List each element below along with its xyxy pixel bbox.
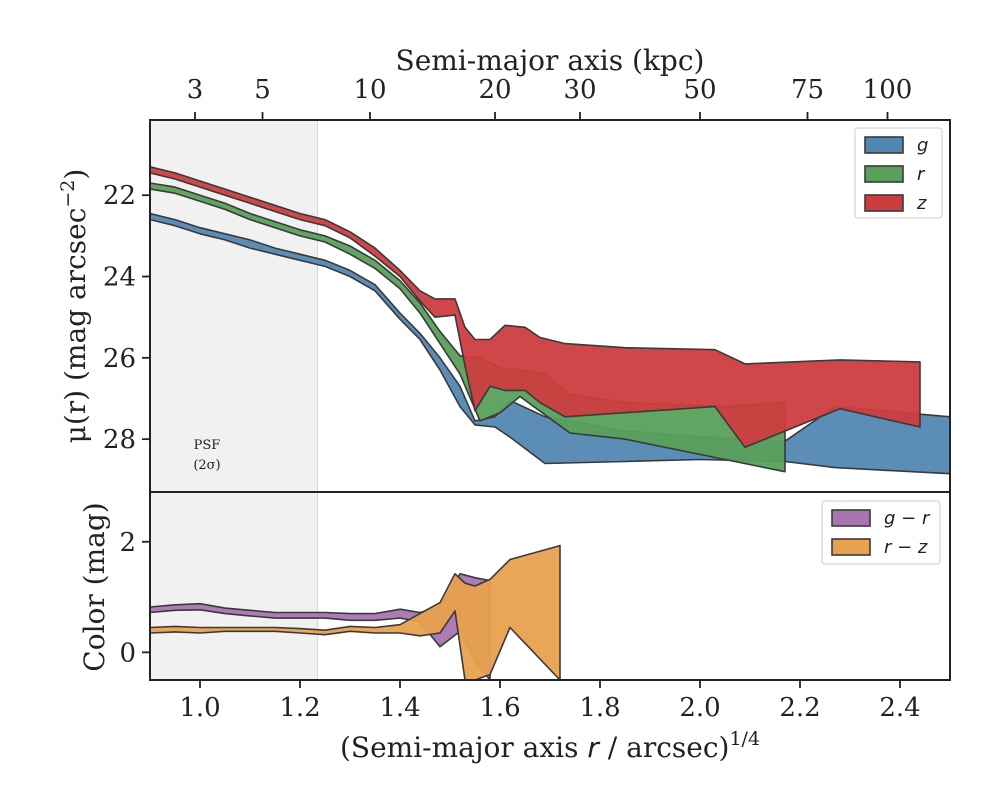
x-axis-title-tail: / arcsec): [599, 731, 730, 764]
bands-bottom: [150, 544, 561, 680]
color-panel: 0 2 1.0 1.2 1.4 1.6 1.8 2.0 2.2 2.4 g − r r − z: [119, 491, 951, 723]
top-tick-label: 3: [187, 75, 204, 105]
top-tick-label: 100: [863, 75, 913, 105]
top-legend-swatch: [864, 136, 904, 154]
xtick-label: 1.4: [379, 693, 420, 723]
bottom-legend-label: r − z: [884, 537, 928, 558]
top-legend-swatch: [864, 194, 904, 212]
ytick-label-top: 22: [103, 181, 136, 211]
x-axis-title-variable: r: [587, 731, 600, 764]
xtick-label: 2.0: [679, 693, 720, 723]
bottom-legend-label: g − r: [884, 508, 931, 529]
band-color-1: [150, 544, 561, 680]
frame-bottom: [149, 491, 951, 681]
bottom-legend-swatch: [831, 538, 871, 556]
top-tick-label: 75: [791, 75, 824, 105]
ytick-label-top: 26: [103, 344, 136, 374]
psf-label: PSF: [194, 438, 221, 453]
top-tick-label: 20: [478, 75, 511, 105]
xtick-label: 1.0: [179, 693, 220, 723]
ytick-label-top: 24: [103, 263, 136, 293]
band-g: [150, 212, 950, 475]
band-z: [150, 166, 921, 449]
psf-label-sigma: (2σ): [193, 458, 220, 473]
x-axis-title: (Semi-major axis r / arcsec)1/4: [340, 728, 760, 764]
x-axis-title-exponent: 1/4: [729, 728, 760, 750]
top-tick-label: 5: [254, 75, 271, 105]
bottom-legend-swatch: [831, 509, 871, 527]
top-tick-label: 10: [353, 75, 386, 105]
top-legend-swatch: [864, 165, 904, 183]
x-axis-title-main: (Semi-major axis: [340, 731, 587, 764]
bands-top: [150, 166, 950, 475]
xtick-label: 2.4: [879, 693, 920, 723]
ytick-label-bottom: 0: [119, 638, 136, 668]
y-axis-title-top: μ(r) (mag arcsec−2): [57, 169, 92, 444]
psf-region-top: [150, 120, 318, 492]
y-axis-title-bottom: Color (mag): [78, 502, 111, 671]
top-axis-title: Semi-major axis (kpc): [396, 44, 705, 77]
y-axis-title-top-main: μ(r) (mag arcsec: [59, 208, 92, 444]
y-axis-title-top-close: ): [59, 169, 92, 180]
y-axis-title-top-exponent: −2: [57, 180, 79, 208]
psf-region-bottom: [150, 492, 318, 680]
xtick-label: 1.8: [579, 693, 620, 723]
top-tick-label: 50: [683, 75, 716, 105]
ytick-label-top: 28: [103, 425, 136, 455]
top-tick-label: 30: [563, 75, 596, 105]
top-legend-label: r: [917, 164, 926, 185]
top-legend-label: z: [916, 193, 927, 214]
surface-brightness-panel: 22 24 26 28 3 5 10 20 30 50 75 100 PSF (2σ) grz: [103, 75, 951, 493]
band-r: [150, 182, 786, 473]
xtick-label: 1.2: [279, 693, 320, 723]
xtick-label: 1.6: [479, 693, 520, 723]
ytick-label-bottom: 2: [119, 528, 136, 558]
top-legend-label: g: [917, 135, 928, 156]
xtick-label: 2.2: [779, 693, 820, 723]
axis-labels: Semi-major axis (kpc) μ(r) (mag arcsec−2…: [57, 44, 760, 764]
